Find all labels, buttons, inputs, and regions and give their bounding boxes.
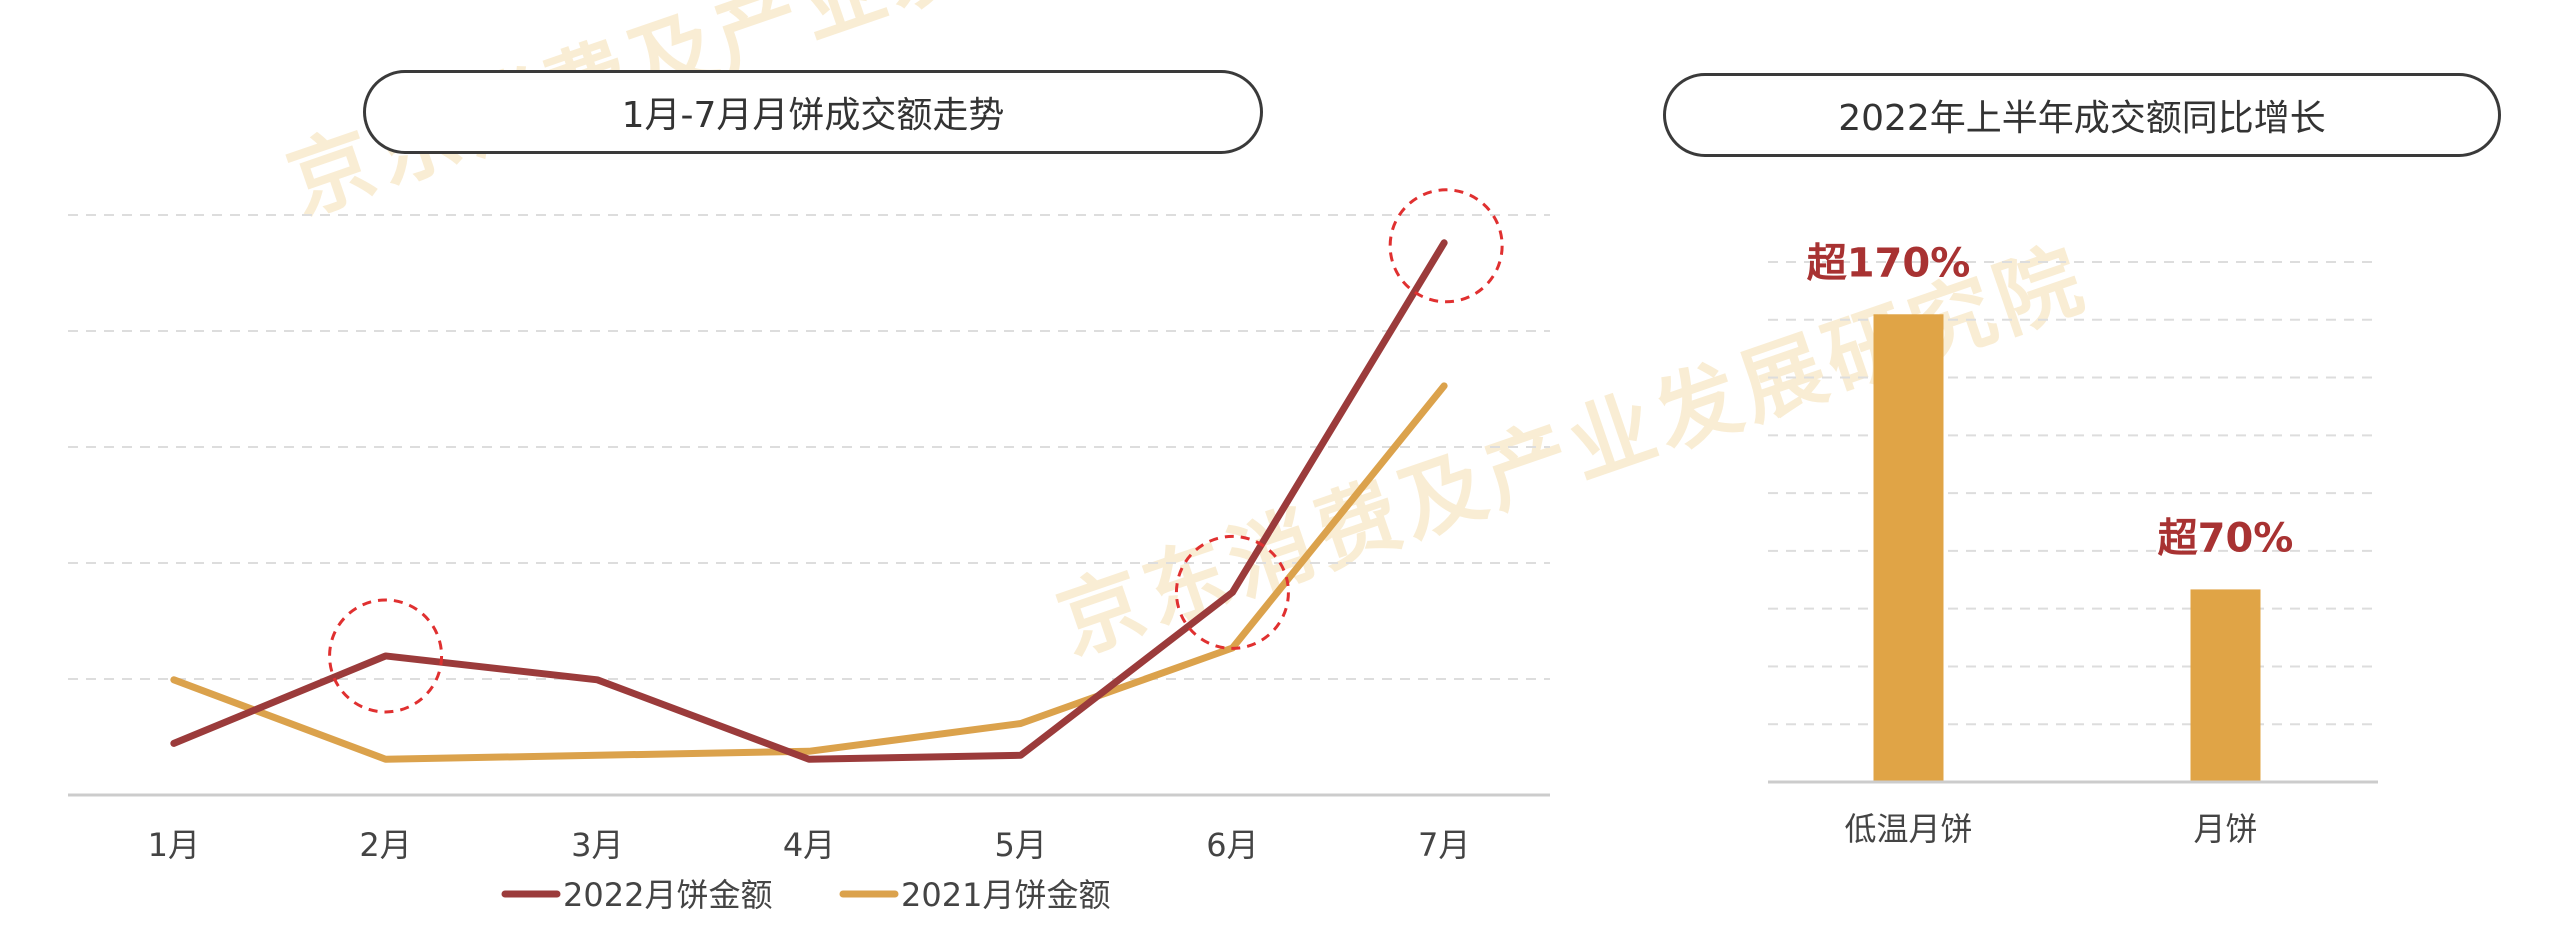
highlight-circle xyxy=(1388,188,1504,304)
line-x-tick-label: 3月 xyxy=(571,826,623,864)
bar-data-label: 超170% xyxy=(1807,240,1971,286)
bar-x-tick-label: 月饼 xyxy=(2193,810,2257,848)
series-line-2022 xyxy=(170,239,1448,763)
bar-x-tick-label: 低温月饼 xyxy=(1844,810,1972,848)
bar xyxy=(2190,589,2261,782)
line-x-tick-label: 5月 xyxy=(995,826,1047,864)
bar xyxy=(1873,314,1944,782)
legend-label: 2022月饼金额 xyxy=(563,876,772,914)
line-x-tick-label: 6月 xyxy=(1206,826,1258,864)
line-x-tick-label: 1月 xyxy=(148,826,200,864)
legend-label: 2021月饼金额 xyxy=(901,876,1110,914)
line-x-tick-label: 2月 xyxy=(359,826,411,864)
bar-data-label: 超70% xyxy=(2158,515,2294,561)
highlight-circle xyxy=(328,598,444,714)
highlight-circle xyxy=(1174,534,1290,650)
series-line-2021 xyxy=(170,382,1448,763)
line-x-tick-label: 4月 xyxy=(783,826,835,864)
line-chart-title: 1月-7月月饼成交额走势 xyxy=(363,70,1263,154)
line-x-tick-label: 7月 xyxy=(1418,826,1470,864)
bar-chart-title: 2022年上半年成交额同比增长 xyxy=(1663,73,2501,157)
